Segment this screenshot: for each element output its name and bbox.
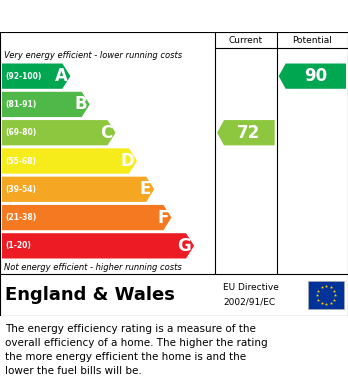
Text: A: A [55,67,68,85]
Text: The energy efficiency rating is a measure of the: The energy efficiency rating is a measur… [5,324,256,334]
Text: (92-100): (92-100) [5,72,41,81]
Text: lower the fuel bills will be.: lower the fuel bills will be. [5,366,142,376]
Text: 90: 90 [304,67,327,85]
Polygon shape [2,63,70,89]
Text: Potential: Potential [292,36,332,45]
Text: D: D [120,152,134,170]
Bar [308,281,344,309]
Text: (81-91): (81-91) [5,100,36,109]
Polygon shape [279,63,346,89]
Polygon shape [217,120,275,145]
Text: Current: Current [229,36,263,45]
Text: B: B [74,95,87,113]
Text: C: C [100,124,112,142]
Text: 72: 72 [237,124,261,142]
Text: Not energy efficient - higher running costs: Not energy efficient - higher running co… [4,262,182,271]
Polygon shape [2,177,154,202]
Text: 2002/91/EC: 2002/91/EC [223,298,275,307]
Text: (69-80): (69-80) [5,128,36,137]
Text: Very energy efficient - lower running costs: Very energy efficient - lower running co… [4,50,182,59]
Text: overall efficiency of a home. The higher the rating: overall efficiency of a home. The higher… [5,338,268,348]
Text: (1-20): (1-20) [5,241,31,250]
Text: F: F [157,208,168,226]
Text: England & Wales: England & Wales [5,286,175,304]
Polygon shape [2,205,172,230]
Text: the more energy efficient the home is and the: the more energy efficient the home is an… [5,352,246,362]
Text: E: E [140,180,151,198]
Text: Energy Efficiency Rating: Energy Efficiency Rating [9,9,230,23]
Text: G: G [177,237,191,255]
Polygon shape [2,120,116,145]
Text: (21-38): (21-38) [5,213,36,222]
Text: EU Directive: EU Directive [223,283,279,292]
Polygon shape [2,148,137,174]
Polygon shape [2,92,90,117]
Polygon shape [2,233,194,258]
Text: (55-68): (55-68) [5,156,36,165]
Text: (39-54): (39-54) [5,185,36,194]
